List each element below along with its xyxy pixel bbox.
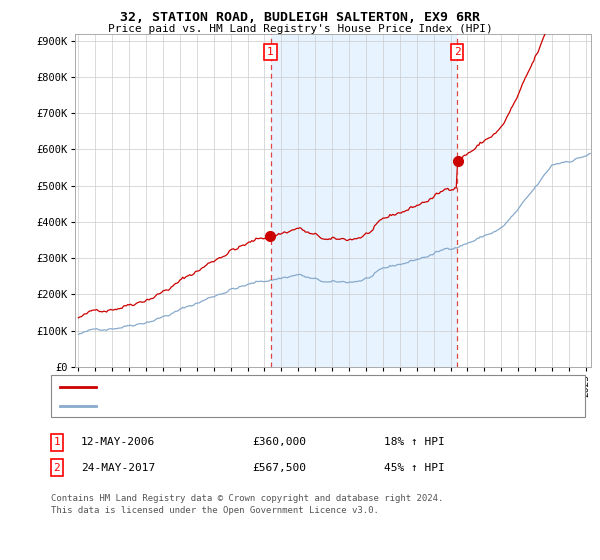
- Text: 24-MAY-2017: 24-MAY-2017: [81, 463, 155, 473]
- Bar: [271, 34, 457, 367]
- Text: This data is licensed under the Open Government Licence v3.0.: This data is licensed under the Open Gov…: [51, 506, 379, 515]
- Text: £360,000: £360,000: [252, 437, 306, 447]
- Text: 1: 1: [53, 437, 61, 447]
- Text: £567,500: £567,500: [252, 463, 306, 473]
- Text: 32, STATION ROAD, BUDLEIGH SALTERTON, EX9 6RR: 32, STATION ROAD, BUDLEIGH SALTERTON, EX…: [120, 11, 480, 24]
- Text: 2: 2: [53, 463, 61, 473]
- Text: Price paid vs. HM Land Registry's House Price Index (HPI): Price paid vs. HM Land Registry's House …: [107, 24, 493, 34]
- Text: 32, STATION ROAD, BUDLEIGH SALTERTON, EX9 6RR (detached house): 32, STATION ROAD, BUDLEIGH SALTERTON, EX…: [102, 381, 466, 391]
- Text: 12-MAY-2006: 12-MAY-2006: [81, 437, 155, 447]
- Text: 18% ↑ HPI: 18% ↑ HPI: [384, 437, 445, 447]
- Text: Contains HM Land Registry data © Crown copyright and database right 2024.: Contains HM Land Registry data © Crown c…: [51, 494, 443, 503]
- Text: 45% ↑ HPI: 45% ↑ HPI: [384, 463, 445, 473]
- Text: HPI: Average price, detached house, East Devon: HPI: Average price, detached house, East…: [102, 401, 372, 411]
- Text: 2: 2: [454, 46, 460, 57]
- Text: 1: 1: [267, 46, 274, 57]
